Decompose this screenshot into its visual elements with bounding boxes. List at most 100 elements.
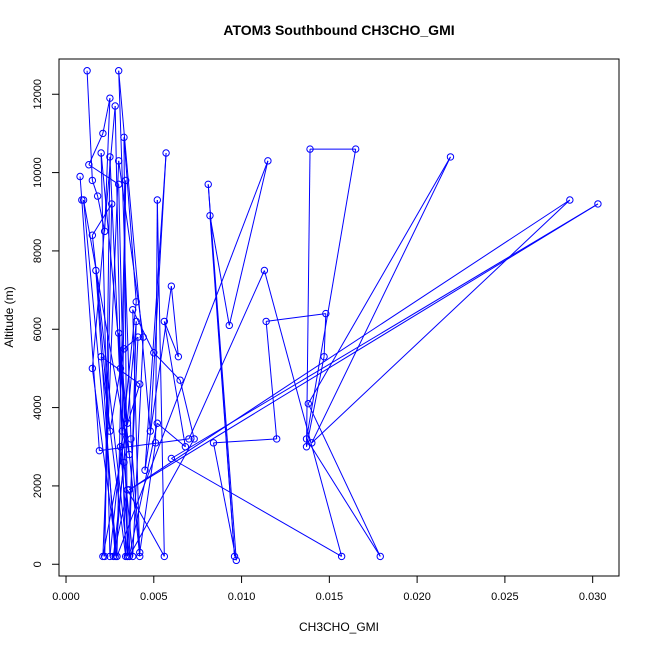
data-point: [107, 200, 116, 208]
x-axis-label: CH3CHO_GMI: [299, 620, 379, 634]
data-point: [113, 552, 121, 561]
y-tick-label: 0: [32, 561, 44, 567]
x-tick-label: 0.025: [491, 591, 519, 603]
data-point: [120, 345, 128, 353]
series-segment: [91, 180, 99, 197]
series-segment: [119, 368, 141, 557]
data-point: [320, 352, 328, 361]
data-point: [206, 211, 214, 220]
series-segment: [99, 438, 189, 452]
data-point: [106, 94, 114, 102]
series-segment: [91, 235, 128, 557]
data-point: [125, 552, 133, 561]
series-segment: [86, 70, 93, 181]
series-segment: [100, 356, 127, 557]
chart-title: ATOM3 Southbound CH3CHO_GMI: [223, 22, 454, 38]
series-segment: [153, 352, 181, 381]
series-segment: [156, 199, 165, 557]
data-point: [129, 552, 137, 561]
series-segment: [306, 149, 311, 447]
y-tick-label: 8000: [32, 239, 44, 263]
y-axis-label: Altitude (m): [2, 286, 16, 347]
data-point: [92, 266, 100, 275]
data-point: [209, 439, 218, 447]
series-segment: [306, 148, 357, 440]
series-segment: [132, 309, 155, 353]
data-point: [78, 196, 86, 204]
series-segment: [128, 203, 599, 491]
series-segment: [311, 156, 451, 444]
series-segment: [104, 98, 111, 232]
data-point: [100, 227, 109, 236]
data-point: [337, 552, 346, 561]
series-segment: [102, 160, 120, 557]
series-segment: [123, 462, 134, 557]
y-tick-label: 12000: [32, 79, 44, 110]
series-segment: [306, 438, 381, 557]
series-segment: [130, 438, 141, 553]
series-segment: [91, 105, 116, 369]
series-segment: [263, 270, 343, 557]
data-point: [127, 435, 135, 443]
series-segment: [97, 195, 106, 232]
data-point: [260, 266, 269, 275]
data-point: [85, 161, 93, 169]
data-point: [116, 443, 125, 451]
series-segment: [91, 203, 113, 236]
series-segment: [81, 199, 100, 451]
data-point: [594, 200, 602, 208]
series-segment: [116, 160, 269, 557]
series-segment: [102, 98, 111, 134]
data-point: [88, 231, 97, 239]
data-point: [109, 552, 118, 561]
series-segment: [132, 309, 141, 557]
series-segment: [188, 270, 265, 440]
series-segment: [209, 215, 230, 326]
data-point: [190, 435, 198, 443]
data-point: [106, 552, 114, 561]
data-point: [302, 435, 311, 443]
x-tick-label: 0.015: [316, 591, 344, 603]
data-point: [88, 364, 97, 373]
series-segment: [118, 70, 151, 432]
y-tick-label: 4000: [32, 395, 44, 419]
data-point: [83, 67, 91, 75]
series-segment: [171, 458, 342, 557]
y-tick-label: 10000: [32, 157, 44, 188]
series-segment: [213, 438, 277, 444]
data-point: [225, 321, 233, 330]
series-segment: [91, 368, 118, 557]
series-segment: [266, 313, 326, 322]
data-point: [232, 556, 241, 565]
data-point: [162, 149, 170, 157]
series-segment: [79, 176, 83, 201]
series-segment: [163, 321, 179, 357]
data-point: [308, 439, 316, 447]
series-segment: [170, 286, 179, 357]
series-segment: [171, 203, 599, 459]
series-segment: [212, 442, 237, 561]
data-point: [134, 333, 142, 341]
series-segment: [323, 313, 327, 357]
data-point: [136, 380, 144, 388]
data-point: [88, 176, 97, 185]
y-axis: 0 2000 4000 6000 8000 10000 12000: [32, 79, 60, 567]
series-segment: [144, 152, 167, 471]
series-segment: [128, 321, 137, 557]
data-point: [151, 439, 160, 447]
series-segment: [265, 321, 278, 439]
data-point: [181, 443, 190, 451]
series-segment: [128, 199, 571, 491]
series-segment: [144, 286, 172, 471]
data-point: [566, 196, 574, 204]
data-point: [116, 364, 125, 373]
x-tick-label: 0.030: [579, 591, 607, 603]
data-point: [304, 399, 312, 408]
data-point: [306, 145, 314, 153]
data-point: [114, 67, 123, 75]
series-segment: [228, 160, 269, 326]
data-point: [125, 450, 133, 459]
data-point: [118, 427, 126, 435]
data-point: [230, 552, 239, 561]
series-segment: [118, 333, 127, 557]
